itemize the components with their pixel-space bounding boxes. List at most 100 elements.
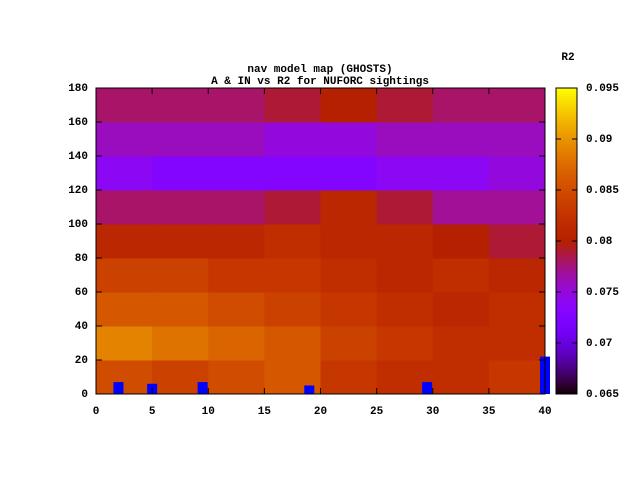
colorbar-slice <box>556 195 577 199</box>
heat-cell <box>488 258 546 293</box>
heat-cell <box>152 122 209 157</box>
colorbar-slice <box>556 256 577 260</box>
colorbar-slice <box>556 174 577 178</box>
colorbar-slice <box>556 161 577 165</box>
colorbar-slice <box>556 233 577 237</box>
heat-cell <box>264 292 321 327</box>
colorbar-slice <box>556 246 577 250</box>
heat-cell <box>488 292 546 327</box>
colorbar-slice <box>556 248 577 252</box>
colorbar-label: R2 <box>561 52 574 64</box>
colorbar-slice <box>556 167 577 171</box>
heat-cell <box>320 360 378 395</box>
colorbar-slice <box>556 343 577 347</box>
heat-cell <box>96 190 153 225</box>
colorbar-slice <box>556 243 577 247</box>
colorbar-slice <box>556 218 577 222</box>
colorbar-slice <box>556 279 577 283</box>
x-tick-label: 5 <box>149 406 156 418</box>
colorbar-slice <box>556 317 577 321</box>
heat-cell <box>96 292 153 327</box>
colorbar-tick-label: 0.065 <box>586 389 619 401</box>
heat-cell <box>208 326 265 361</box>
colorbar-slice <box>556 304 577 308</box>
point-bar <box>197 382 208 394</box>
colorbar-slice <box>556 98 577 102</box>
colorbar-slice <box>556 381 577 385</box>
colorbar-slice <box>556 368 577 372</box>
colorbar-slice <box>556 230 577 234</box>
y-tick-label: 140 <box>68 151 88 163</box>
heat-cell <box>152 190 209 225</box>
colorbar-tick-label: 0.09 <box>586 134 612 146</box>
y-tick-label: 120 <box>68 185 88 197</box>
colorbar-slice <box>556 93 577 97</box>
heat-cell <box>432 122 490 157</box>
heat-cell <box>96 326 153 361</box>
heat-cell <box>208 122 265 157</box>
heat-cell <box>264 156 321 191</box>
colorbar-slice <box>556 261 577 265</box>
colorbar-slice <box>556 348 577 352</box>
colorbar-slice <box>556 154 577 158</box>
x-tick-label: 20 <box>314 406 327 418</box>
colorbar-slice <box>556 312 577 316</box>
colorbar-slice <box>556 322 577 326</box>
colorbar-slice <box>556 391 577 395</box>
colorbar-slice <box>556 251 577 255</box>
colorbar-slice <box>556 330 577 334</box>
colorbar-slice <box>556 197 577 201</box>
colorbar-slice <box>556 294 577 298</box>
colorbar-slice <box>556 113 577 117</box>
heat-cell <box>96 156 153 191</box>
colorbar-slice <box>556 340 577 344</box>
colorbar-slice <box>556 276 577 280</box>
heat-cell <box>208 88 265 123</box>
heat-cell <box>320 190 378 225</box>
colorbar-slice <box>556 126 577 130</box>
colorbar-slice <box>556 325 577 329</box>
colorbar-slice <box>556 202 577 206</box>
y-tick-label: 160 <box>68 117 88 129</box>
x-tick-label: 10 <box>202 406 215 418</box>
colorbar-slice <box>556 159 577 163</box>
y-tick-label: 0 <box>81 389 88 401</box>
colorbar-slice <box>556 302 577 306</box>
colorbar-slice <box>556 225 577 229</box>
colorbar-slice <box>556 228 577 232</box>
colorbar-slice <box>556 123 577 127</box>
colorbar-slice <box>556 156 577 160</box>
heat-cell <box>488 88 546 123</box>
colorbar-slice <box>556 215 577 219</box>
colorbar-slice <box>556 169 577 173</box>
colorbar-slice <box>556 373 577 377</box>
heat-cell <box>320 224 378 259</box>
colorbar-slice <box>556 383 577 387</box>
heat-cell <box>152 326 209 361</box>
heat-cell <box>208 156 265 191</box>
colorbar-slice <box>556 355 577 359</box>
heat-cell <box>208 258 265 293</box>
heat-cell <box>320 292 378 327</box>
heat-cell <box>376 224 434 259</box>
x-tick-label: 35 <box>482 406 496 418</box>
heat-cell <box>432 224 490 259</box>
x-tick-label: 40 <box>538 406 551 418</box>
colorbar-slice <box>556 190 577 194</box>
colorbar-slice <box>556 177 577 181</box>
heat-cell <box>432 156 490 191</box>
heat-cell <box>264 326 321 361</box>
colorbar-slice <box>556 386 577 390</box>
y-tick-label: 100 <box>68 219 88 231</box>
colorbar-slice <box>556 314 577 318</box>
heat-cell <box>96 88 153 123</box>
colorbar-slice <box>556 184 577 188</box>
x-tick-label: 15 <box>258 406 272 418</box>
heat-cell <box>432 360 490 395</box>
heat-cell <box>264 122 321 157</box>
x-tick-label: 25 <box>370 406 384 418</box>
colorbar-tick-label: 0.08 <box>586 236 613 248</box>
point-bar <box>422 382 433 394</box>
heat-cell <box>208 360 265 395</box>
colorbar-slice <box>556 353 577 357</box>
